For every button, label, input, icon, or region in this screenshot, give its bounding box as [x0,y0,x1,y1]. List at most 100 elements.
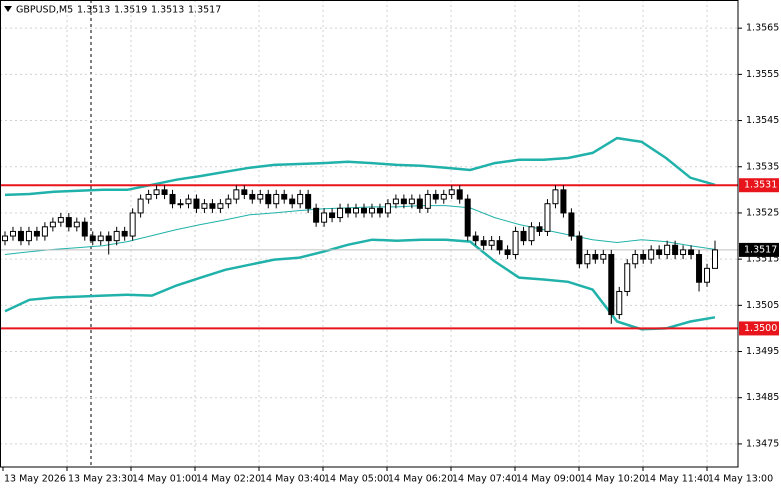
bid-tag-label: 1.3517 [744,244,777,255]
candle-body [225,198,232,205]
candle-body [2,235,8,242]
candle-body [528,226,535,242]
collapse-icon[interactable] [4,6,12,12]
candle-body [640,254,647,260]
candle-body [241,189,248,195]
x-tick-label: 14 May 01:00 [132,474,197,485]
level-tag [739,178,779,193]
candle-body [305,193,312,209]
candle-body [97,235,104,242]
candle-body [169,193,176,205]
candle-body [408,198,415,205]
level-tag-label: 1.3500 [744,323,777,334]
candle-body [281,193,288,200]
candle-body [337,207,344,219]
candle-body [257,193,264,200]
y-tick-label: 1.3515 [746,254,779,265]
y-tick-label: 1.3545 [746,115,779,126]
candle-body [265,193,272,205]
candle-body [512,230,519,256]
y-tick-label: 1.3505 [746,300,779,311]
level-tag [739,321,779,336]
bid-tag [739,242,779,257]
candle-body [712,249,718,269]
x-tick-label: 14 May 13:00 [708,474,773,485]
plot-frame [0,0,739,468]
candle-body [424,193,431,209]
candle-body [217,203,224,209]
candle-body [113,230,120,242]
candle-body [376,207,383,214]
ohlc-low: 1.3513 [151,5,184,16]
band-line [4,238,716,331]
y-tick-label: 1.3555 [746,69,779,80]
candle-body [568,212,575,237]
candle-body [321,212,328,223]
candle-body [576,235,583,265]
y-tick-label: 1.3485 [746,392,779,403]
candle-body [632,254,639,265]
candle-body [249,193,256,200]
candle-body [209,203,216,209]
candle-body [704,267,711,283]
candle-body [129,212,136,237]
x-tick-label: 14 May 02:20 [196,474,261,485]
y-tick-label: 1.3525 [746,207,779,218]
candle-body [65,217,72,228]
x-tick-label: 14 May 10:20 [580,474,645,485]
candle-body [696,254,703,283]
candle-body [592,254,599,260]
candle-body [560,189,567,214]
candle-body [552,189,559,205]
x-tick-label: 14 May 05:00 [324,474,389,485]
candle-body [193,198,200,209]
candle-body [89,235,96,242]
y-tick-label: 1.3495 [746,346,779,357]
candle-body [57,217,64,223]
candle-body [400,198,407,205]
candle-body [480,240,487,246]
level-tag-label: 1.3531 [744,180,777,191]
x-tick-label: 14 May 09:00 [516,474,581,485]
candle-body [368,207,375,214]
y-tick-label: 1.3565 [746,23,779,34]
candle-body [392,198,399,205]
candle-body [81,221,88,237]
candle-body [25,230,32,242]
candle-body [33,230,40,237]
ohlc-open: 1.3513 [77,5,110,16]
candle-body [73,221,80,228]
x-tick-label: 14 May 11:40 [644,474,709,485]
symbol-label: GBPUSD,M5 [16,5,73,16]
candle-body [688,249,695,256]
candle-body [185,198,192,205]
x-tick-label: 13 May 2026 [4,474,66,485]
candle-body [49,221,56,228]
candle-body [137,198,144,214]
candle-body [384,203,391,214]
candle-body [161,189,168,195]
candle-body [448,189,455,195]
x-tick-label: 14 May 07:40 [452,474,517,485]
band-line [4,136,716,197]
candle-body [504,249,511,256]
candle-body [105,235,112,242]
x-tick-label: 13 May 23:30 [68,474,133,485]
candle-body [488,240,495,246]
candle-body [289,198,296,205]
candle-body [17,230,24,242]
candle-body [680,249,687,256]
candle-body [177,203,184,206]
candle-body [41,226,48,237]
candle-body [520,230,527,242]
ohlc-close: 1.3517 [188,5,221,16]
candle-body [544,203,551,232]
candle-body [456,189,463,200]
candle-body [145,193,152,200]
candle-body [432,193,439,200]
y-tick-label: 1.3475 [746,438,779,449]
candle-body [121,230,128,237]
candle-body [472,235,479,242]
